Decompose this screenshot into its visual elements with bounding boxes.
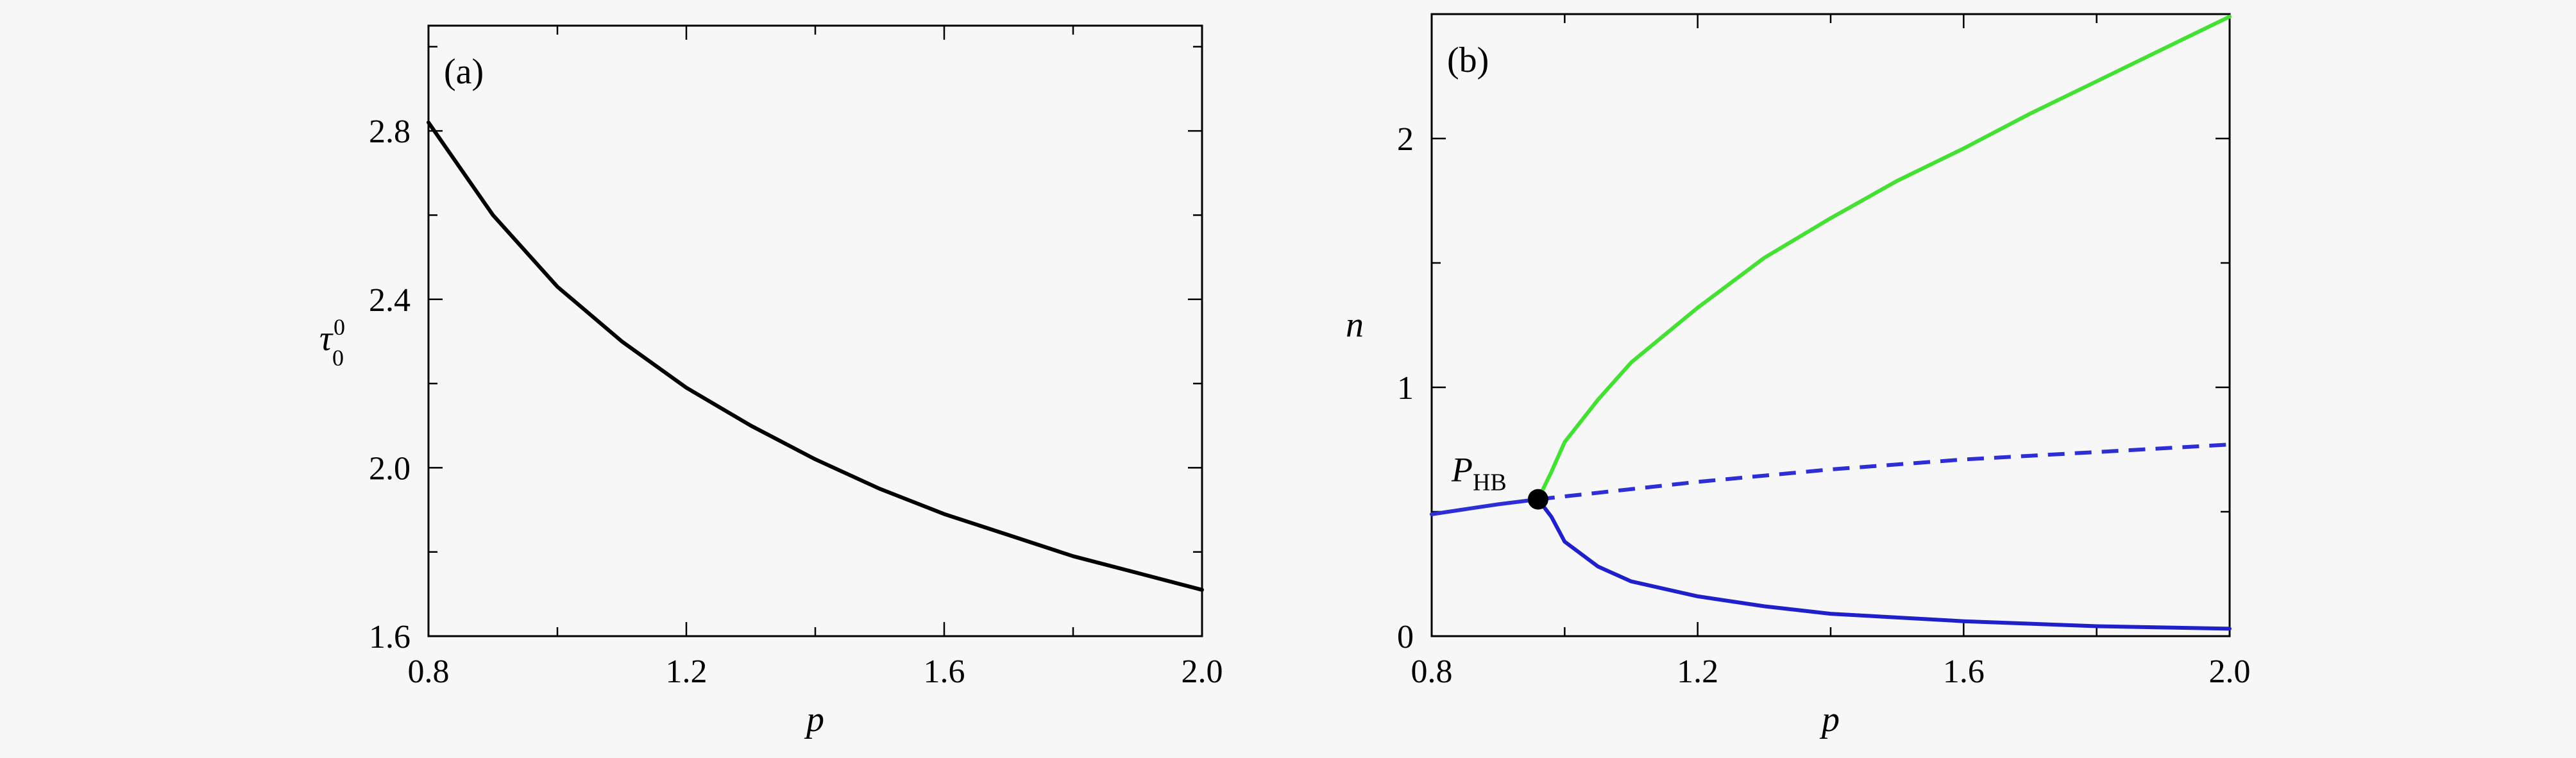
y-axis-label: n (1346, 305, 1364, 345)
plot-frame (1430, 13, 2231, 637)
y-tick-label: 2.8 (369, 114, 411, 150)
series-line-1 (1538, 442, 2230, 501)
x-axis-label: p (1819, 700, 1840, 739)
series-line-0 (1430, 497, 1540, 516)
hopf-point-label-sub: HB (1473, 469, 1507, 496)
panel-label: (b) (1447, 40, 1489, 80)
y-axis-label-main: τ (319, 319, 334, 358)
y-axis-label-sub: 0 (332, 345, 344, 371)
x-tick-label: 1.2 (666, 653, 708, 690)
x-tick-label: 2.0 (2209, 653, 2251, 690)
x-tick-label: 0.8 (408, 653, 450, 690)
x-tick-label: 0.8 (1411, 653, 1453, 690)
plot-frame (427, 24, 1203, 637)
y-tick-label: 2.0 (369, 450, 411, 487)
y-tick-label: 1 (1397, 370, 1414, 407)
y-tick-label: 1.6 (369, 619, 411, 655)
y-tick-label: 0 (1397, 619, 1414, 655)
panel-b: 0.8 1.2 1.6 2.0 0 1 2 p n (b) PHB (1346, 13, 2251, 739)
x-tick-label: 1.2 (1677, 653, 1718, 690)
series-line-2 (1536, 14, 2232, 501)
x-axis-label: p (804, 700, 824, 739)
series-line-3 (1536, 497, 2232, 631)
y-axis-label: τ0 0 (319, 314, 345, 371)
y-axis-label-sup: 0 (334, 314, 345, 340)
hopf-point-label: PHB (1451, 451, 1507, 496)
panel-a: 0.8 1.2 1.6 2.0 1.6 2.0 2.4 2.8 p τ0 0 (a) (319, 24, 1223, 739)
x-tick-label: 1.6 (924, 653, 965, 690)
x-tick-label: 1.6 (1943, 653, 1985, 690)
series-line-0 (427, 121, 1204, 592)
y-tick-label: 2 (1397, 121, 1414, 158)
y-tick-label: 2.4 (369, 282, 411, 319)
hopf-point-marker (1527, 489, 1548, 510)
hopf-point-label-main: P (1451, 451, 1473, 489)
panel-label: (a) (444, 52, 484, 92)
x-tick-label: 2.0 (1182, 653, 1223, 690)
